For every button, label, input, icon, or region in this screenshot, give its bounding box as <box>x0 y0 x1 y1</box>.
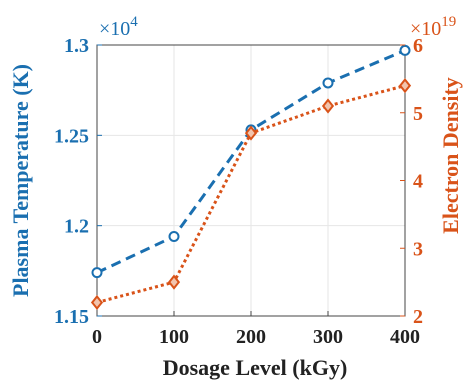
left-tick-label: 1.3 <box>64 35 89 57</box>
right-axis-label: Electron Density <box>438 77 463 234</box>
left-series-point <box>91 267 103 279</box>
right-tick-label: 6 <box>413 35 423 57</box>
x-tick-label: 200 <box>236 326 266 348</box>
right-exponent-power: 19 <box>441 14 456 30</box>
grid-layer <box>96 44 406 317</box>
left-exponent-base: ×10 <box>99 18 130 40</box>
right-axis-exponent: ×1019 <box>410 14 456 40</box>
right-series-point <box>167 274 181 290</box>
left-exponent-power: 4 <box>130 14 138 30</box>
left-series-point <box>399 44 411 56</box>
left-series-point <box>322 77 334 89</box>
right-series-point <box>244 125 258 141</box>
x-tick-label: 0 <box>92 326 102 348</box>
left-tick-label: 1.15 <box>54 306 89 328</box>
left-tick-label: 1.2 <box>64 216 89 238</box>
x-tick-label: 300 <box>313 326 343 348</box>
left-series-point <box>168 231 180 243</box>
x-tick-label: 400 <box>390 326 420 348</box>
right-tick-label: 5 <box>413 103 423 125</box>
right-exponent-base: ×10 <box>410 18 441 40</box>
right-series-point <box>321 98 335 114</box>
x-axis-label: Dosage Level (kGy) <box>163 355 348 380</box>
right-tick-label: 4 <box>413 171 423 193</box>
ticks-layer: 0 100 200 300 400 1.15 1.2 1.25 1.3 2 3 4 5 6 <box>54 35 423 348</box>
right-tick-label: 3 <box>413 238 423 260</box>
left-axis-exponent: ×104 <box>99 14 138 40</box>
left-tick-label: 1.25 <box>54 125 89 147</box>
series-layer <box>90 44 412 311</box>
x-tick-label: 100 <box>159 326 189 348</box>
left-axis-label: Plasma Temperature (K) <box>8 64 33 297</box>
right-series-point <box>398 78 412 94</box>
right-series-point <box>90 294 104 311</box>
right-tick-label: 2 <box>413 306 423 328</box>
